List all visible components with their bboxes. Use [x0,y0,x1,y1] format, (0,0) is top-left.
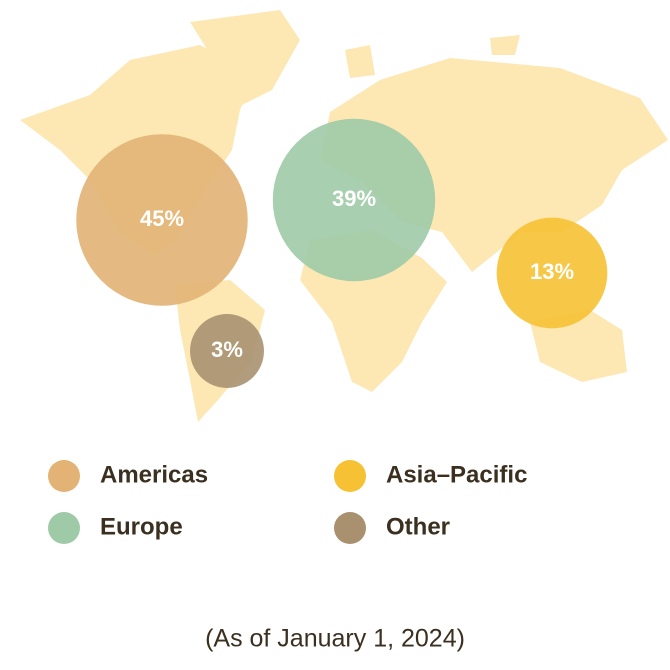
footnote: (As of January 1, 2024) [205,625,465,653]
data-label: 13% [530,259,574,284]
bubble [76,134,248,306]
legend-label: Americas [100,461,208,488]
legend-swatch [334,512,366,544]
legend-swatch [48,460,80,492]
legend-swatch [48,512,80,544]
data-label: 39% [332,186,376,211]
legend-label: Other [386,513,450,540]
legend-swatch [334,460,366,492]
legend-label: Europe [100,513,183,540]
legend-label: Asia–Pacific [386,461,527,488]
bubble [190,314,264,388]
data-label: 3% [211,337,243,362]
bubble [496,217,608,329]
bubble [272,118,436,282]
data-label: 45% [140,206,184,231]
